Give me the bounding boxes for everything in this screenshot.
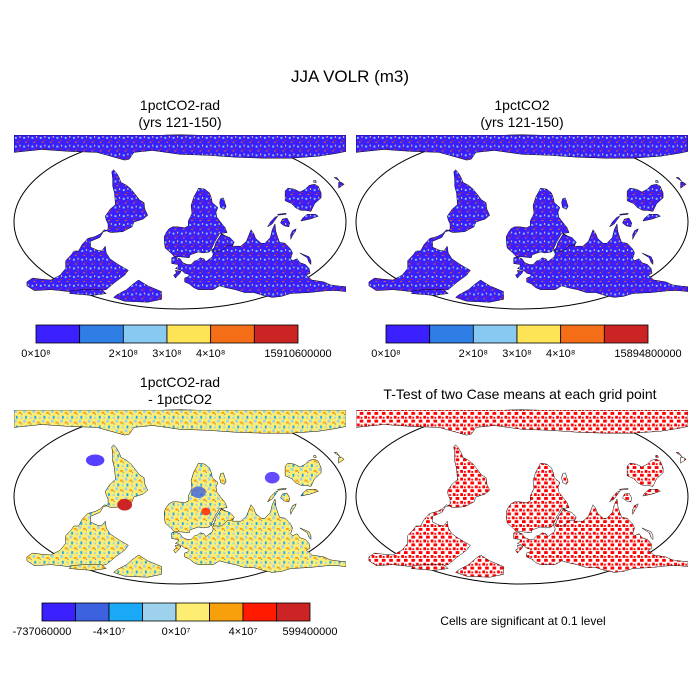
colorbar-box [603, 324, 649, 344]
panel-title-line1: 1pctCO2-rad [140, 97, 220, 113]
panel-title-line2: (yrs 121-150) [480, 114, 563, 130]
colorbar-tick-label: 0×10⁸ [21, 348, 50, 360]
colorbar-tick-label: 0×10⁸ [371, 348, 400, 360]
colorbar-box [79, 324, 124, 344]
colorbar-box [209, 602, 244, 622]
colorbar-tick-label: 15910600000 [264, 348, 331, 360]
panel-diff: 1pctCO2-rad - 1pctCO2 -737060000 -4×10⁷ 0×… [13, 374, 347, 638]
colorbar-box [210, 324, 255, 344]
colorbar-tick-label: 2×10⁸ [459, 348, 488, 360]
colorbar-tick-label: 4×10⁷ [229, 626, 258, 638]
colorbar-box [472, 324, 518, 344]
colorbar-tick-label: 15894800000 [614, 348, 681, 360]
footnote: Cells are significant at 0.1 level [440, 614, 605, 628]
panel-title-line1: T-Test of two Case means at each grid po… [383, 386, 656, 402]
colorbar-box [560, 324, 605, 344]
colorbar-box [516, 324, 562, 344]
colorbar-box [108, 602, 143, 622]
panel-title-line2: (yrs 121-150) [138, 114, 221, 130]
colorbar-box [41, 602, 76, 622]
panel-title-line2: - 1pctCO2 [148, 391, 212, 407]
panel-title-line1: 1pctCO2 [494, 97, 549, 113]
panel-rad: 1pctCO2-rad (yrs 121-150) 0×10⁸ 2×10⁸ 3×10… [13, 97, 347, 360]
colorbar-box [242, 602, 277, 622]
panel-title-line1: 1pctCO2-rad [140, 374, 220, 390]
map-diff [13, 409, 347, 585]
colorbar-tick-label: 2×10⁸ [109, 348, 138, 360]
colorbar-tick-label: 3×10⁸ [152, 348, 181, 360]
colorbar-rad: 0×10⁸ 2×10⁸ 3×10⁸ 4×10⁸ 15910600000 [21, 324, 332, 360]
panel-ctl: 1pctCO2 (yrs 121-150) 0×10⁸ 2×10⁸ 3×10⁸ 4×1… [355, 97, 689, 360]
map-ctl [355, 134, 689, 310]
colorbar-box [122, 324, 168, 344]
colorbar-box [253, 324, 299, 344]
colorbar-box [429, 324, 474, 344]
colorbar-tick-label: 4×10⁸ [196, 348, 225, 360]
colorbar-diff: -737060000 -4×10⁷ 0×10⁷ 4×10⁷ 599400000 [13, 602, 338, 638]
colorbar-box [385, 324, 431, 344]
colorbar-tick-label: 599400000 [282, 626, 337, 638]
colorbar-tick-label: -4×10⁷ [93, 626, 125, 638]
map-ttest [355, 409, 689, 585]
colorbar-box [35, 324, 81, 344]
colorbar-box [142, 602, 177, 622]
colorbar-box [175, 602, 210, 622]
panel-ttest: T-Test of two Case means at each grid po… [355, 386, 689, 628]
colorbar-ctl: 0×10⁸ 2×10⁸ 3×10⁸ 4×10⁸ 15894800000 [371, 324, 682, 360]
colorbar-tick-label: 0×10⁷ [162, 626, 191, 638]
colorbar-box [75, 602, 110, 622]
figure-title: JJA VOLR (m3) [291, 67, 409, 86]
map-rad [13, 134, 347, 310]
colorbar-box [166, 324, 212, 344]
colorbar-tick-label: 3×10⁸ [502, 348, 531, 360]
colorbar-tick-label: -737060000 [13, 626, 72, 638]
colorbar-tick-label: 4×10⁸ [546, 348, 575, 360]
colorbar-box [276, 602, 311, 622]
